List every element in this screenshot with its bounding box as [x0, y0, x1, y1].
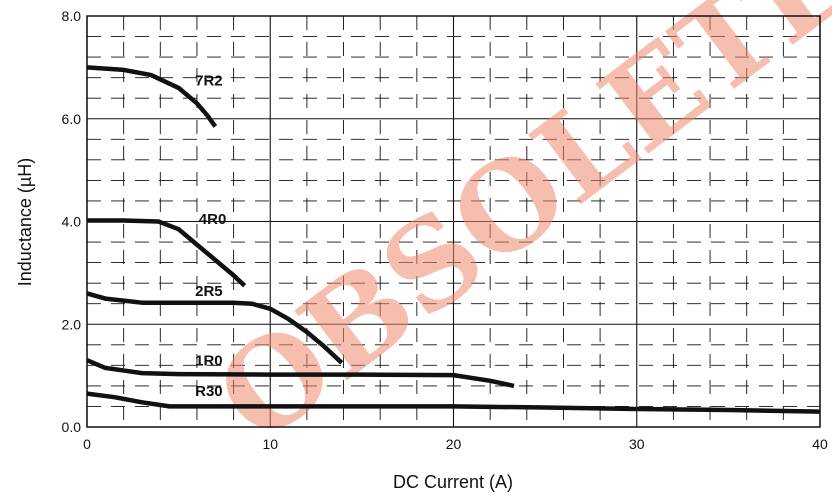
x-tick-label: 40 — [812, 436, 828, 452]
series-line-2r5 — [86, 291, 344, 365]
x-tick-label: 0 — [83, 436, 91, 452]
x-tick-label: 20 — [446, 436, 462, 452]
y-tick-label: 4.0 — [62, 214, 82, 230]
series-layer: 7R2 4R0 2R5 1R0 R30 — [86, 65, 821, 414]
y-tick-label: 0.0 — [62, 419, 82, 435]
series-label-7r2: 7R2 — [195, 72, 223, 89]
y-tick-label: 2.0 — [62, 316, 82, 332]
series-label-1r0: 1R0 — [195, 352, 223, 369]
series-line-4r0 — [87, 218, 247, 288]
series-line-r30 — [86, 391, 821, 414]
y-tick-label: 6.0 — [62, 111, 82, 127]
series-line-7r2 — [86, 65, 218, 128]
y-axis-label: Inductance (µH) — [15, 158, 35, 286]
watermark-layer: OBSOLETE — [192, 0, 832, 470]
plot-frame — [86, 15, 821, 428]
series-line-1r0 — [86, 358, 515, 389]
obsolete-watermark: OBSOLETE — [192, 0, 832, 470]
tick-labels: 0 10 20 30 40 0.0 2.0 4.0 6.0 8.0 — [62, 8, 828, 452]
y-tick-label: 8.0 — [62, 8, 82, 24]
series-label-2r5: 2R5 — [195, 283, 223, 300]
x-tick-label: 30 — [629, 436, 645, 452]
series-label-r30: R30 — [195, 383, 223, 400]
x-tick-label: 10 — [262, 436, 278, 452]
series-label-4r0: 4R0 — [199, 211, 227, 228]
x-axis-label: DC Current (A) — [393, 472, 513, 492]
